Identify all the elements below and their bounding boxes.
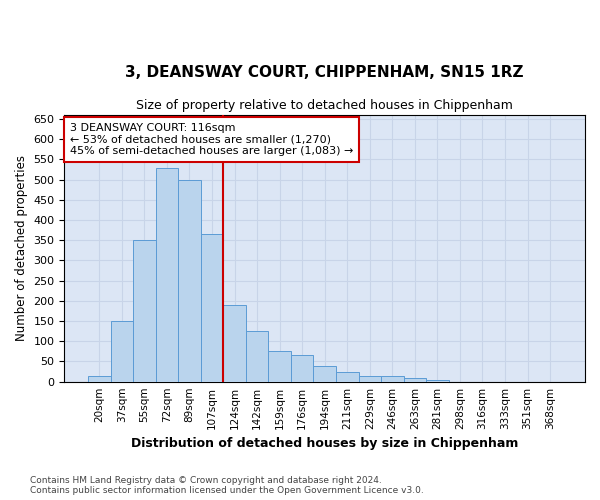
Bar [133,240,155,382]
Bar [359,376,381,382]
Bar [268,352,291,382]
Bar [201,234,223,382]
Text: 3, DEANSWAY COURT, CHIPPENHAM, SN15 1RZ: 3, DEANSWAY COURT, CHIPPENHAM, SN15 1RZ [125,66,524,80]
Text: Contains HM Land Registry data © Crown copyright and database right 2024.
Contai: Contains HM Land Registry data © Crown c… [30,476,424,495]
Text: 3 DEANSWAY COURT: 116sqm
← 53% of detached houses are smaller (1,270)
45% of sem: 3 DEANSWAY COURT: 116sqm ← 53% of detach… [70,123,353,156]
Bar [404,378,426,382]
Title: Size of property relative to detached houses in Chippenham: Size of property relative to detached ho… [136,100,513,112]
Bar [88,376,110,382]
Bar [178,180,201,382]
Y-axis label: Number of detached properties: Number of detached properties [15,156,28,342]
Bar [291,356,313,382]
Bar [426,380,449,382]
Bar [223,305,246,382]
Bar [155,168,178,382]
Bar [313,366,336,382]
Bar [246,331,268,382]
Bar [110,321,133,382]
X-axis label: Distribution of detached houses by size in Chippenham: Distribution of detached houses by size … [131,437,518,450]
Bar [336,372,359,382]
Bar [381,376,404,382]
